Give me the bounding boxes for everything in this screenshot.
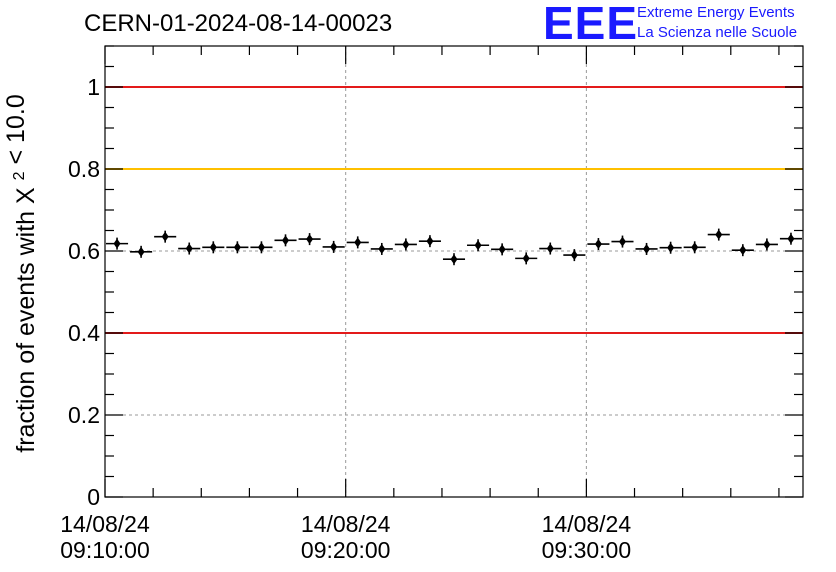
data-point: [274, 234, 297, 247]
y-tick-label: 0: [87, 484, 100, 510]
data-point: [322, 240, 345, 253]
data-point: [587, 238, 610, 251]
data-point: [178, 242, 201, 255]
eee-logo: EEE Extreme Energy Events La Scienza nel…: [543, 0, 833, 49]
data-point: [346, 236, 369, 249]
data-point-marker: [185, 243, 193, 254]
data-point-marker: [282, 235, 290, 246]
x-tick-label-time: 09:20:00: [301, 537, 391, 563]
data-point: [130, 245, 153, 258]
y-tick-labels: 0 0.2 0.4 0.6 0.8 1: [68, 74, 100, 510]
data-point: [659, 241, 682, 254]
data-point-marker: [474, 240, 482, 251]
data-point: [370, 242, 393, 255]
y-axis-label-prefix: fraction of events with: [12, 211, 40, 453]
data-point-marker: [787, 233, 795, 244]
data-point-marker: [402, 239, 410, 250]
data-point-marker: [137, 246, 145, 257]
data-point-marker: [522, 253, 530, 264]
data-points: [106, 228, 802, 266]
data-point: [731, 244, 754, 257]
reference-lines: [105, 86, 803, 334]
data-point-marker: [354, 237, 362, 248]
x-tick-label-date: 14/08/24: [301, 511, 391, 537]
data-point: [250, 241, 273, 254]
data-point: [442, 253, 466, 266]
plot-frame: [104, 45, 804, 498]
y-tick-label: 0.4: [68, 320, 100, 346]
data-point-marker: [715, 229, 723, 240]
data-point: [202, 241, 225, 254]
data-point: [515, 252, 538, 265]
data-point-marker: [691, 242, 699, 253]
grid: [105, 46, 803, 497]
y-axis-label-suffix: < 10.0: [2, 94, 30, 164]
data-point-marker: [450, 254, 458, 265]
x-tick-label-time: 09:30:00: [542, 537, 632, 563]
y-tick-label: 1: [87, 74, 100, 100]
data-point-marker: [739, 245, 747, 256]
x-tick-labels: 14/08/2409:10:0014/08/2409:20:0014/08/24…: [60, 511, 631, 563]
data-point: [154, 230, 177, 243]
y-axis-label-superscript: 2: [11, 171, 28, 180]
data-point: [467, 239, 490, 252]
data-point-marker: [330, 241, 338, 252]
data-point-marker: [763, 239, 771, 250]
y-tick-label: 0.8: [68, 156, 100, 182]
data-point: [394, 238, 417, 251]
data-point-marker: [113, 238, 121, 249]
data-point: [106, 237, 129, 250]
data-point: [226, 241, 249, 254]
data-point-marker: [618, 236, 626, 247]
y-axis-label: fraction of events with X 2 < 10.0: [2, 94, 40, 452]
data-point: [707, 228, 730, 241]
logo-line-1: Extreme Energy Events: [637, 4, 795, 21]
data-point-marker: [546, 243, 554, 254]
data-point: [491, 243, 514, 256]
data-point-marker: [594, 239, 602, 250]
x-tick-label-date: 14/08/24: [60, 511, 150, 537]
data-point-marker: [233, 242, 241, 253]
data-point-marker: [306, 234, 314, 245]
chart-title: CERN-01-2024-08-14-00023: [84, 10, 393, 37]
data-point: [539, 242, 562, 255]
x-tick-label-time: 09:10:00: [60, 537, 150, 563]
y-tick-label: 0.6: [68, 238, 100, 264]
data-point-marker: [209, 242, 217, 253]
axis-ticks: [104, 45, 803, 498]
data-point: [755, 238, 778, 251]
data-point: [779, 232, 802, 245]
data-point-marker: [426, 236, 434, 247]
data-point-marker: [498, 244, 506, 255]
data-point: [683, 241, 706, 254]
eee-logo-mark: EEE: [543, 0, 639, 49]
x-tick-label-date: 14/08/24: [542, 511, 632, 537]
data-point: [298, 233, 321, 246]
data-point-marker: [378, 243, 386, 254]
data-point-marker: [570, 250, 578, 261]
logo-line-2: La Scienza nelle Scuole: [637, 24, 798, 41]
data-point: [635, 242, 658, 255]
data-point: [418, 235, 441, 248]
data-point: [611, 235, 634, 248]
data-point: [563, 249, 586, 262]
data-point-marker: [257, 242, 265, 253]
y-axis-label-symbol: X: [12, 187, 40, 204]
y-tick-label: 0.2: [68, 402, 100, 428]
data-point-marker: [667, 242, 675, 253]
data-point-marker: [643, 243, 651, 254]
data-point-marker: [161, 231, 169, 242]
